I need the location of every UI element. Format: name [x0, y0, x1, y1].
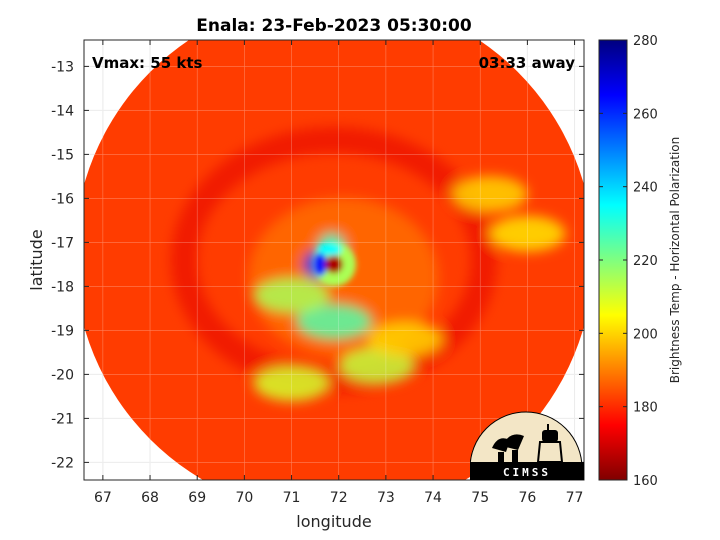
colorbar [598, 39, 628, 481]
colorbar-ticks: 160 180 200 220 240 260 280 [599, 34, 658, 489]
y-tick-label: -21 [51, 411, 74, 427]
y-tick-label: -15 [51, 147, 74, 163]
y-tick-label: -17 [51, 235, 74, 251]
eye [325, 255, 343, 274]
time-away-annotation: 03:33 away [479, 54, 576, 72]
y-tick-label: -18 [51, 279, 74, 295]
colorbar-tick-label: 220 [633, 254, 658, 269]
x-tick-label: 72 [330, 490, 348, 506]
eyewall-red-arc [313, 252, 327, 277]
feature-southwest-cell [253, 365, 330, 402]
y-tick-label: -14 [51, 103, 74, 119]
cimss-logo: CIMSS [470, 411, 584, 480]
feature-inner-band-south [296, 303, 372, 340]
x-tick-label: 70 [235, 490, 253, 506]
vmax-annotation: Vmax: 55 kts [92, 54, 202, 72]
x-tick-label: 68 [141, 490, 159, 506]
feature-northeast-cell [451, 176, 528, 212]
x-axis-label: longitude [296, 512, 371, 531]
feature-northeast-cell-2 [489, 215, 566, 252]
feature-east-cell [366, 321, 443, 358]
x-tick-label: 69 [188, 490, 206, 506]
logo-text: CIMSS [503, 466, 551, 479]
x-axis-ticks: 67 68 69 70 71 72 73 74 75 76 77 [94, 40, 584, 506]
colorbar-tick-label: 280 [633, 34, 658, 49]
y-tick-label: -19 [51, 323, 74, 339]
x-tick-label: 77 [566, 490, 584, 506]
x-tick-label: 76 [518, 490, 536, 506]
x-tick-label: 75 [471, 490, 489, 506]
y-tick-label: -20 [51, 367, 74, 383]
colorbar-tick-label: 240 [633, 181, 658, 196]
x-tick-label: 74 [424, 490, 442, 506]
colorbar-label: Brightness Temp - Horizontal Polarizatio… [668, 137, 682, 384]
plot-frame [83, 39, 585, 481]
y-tick-label: -16 [51, 191, 74, 207]
colorbar-tick-label: 260 [633, 107, 658, 122]
x-tick-label: 67 [94, 490, 112, 506]
x-tick-label: 71 [283, 490, 301, 506]
colorbar-tick-label: 180 [633, 401, 658, 416]
y-axis-label: latitude [27, 229, 46, 290]
y-tick-label: -13 [51, 59, 74, 75]
y-tick-label: -22 [51, 455, 74, 471]
chart-title: Enala: 23-Feb-2023 05:30:00 [196, 16, 472, 36]
colorbar-tick-label: 160 [633, 474, 658, 489]
x-tick-label: 73 [377, 490, 395, 506]
eyewall-north-arc [318, 243, 342, 256]
feature-inner-band-west [253, 277, 330, 314]
outer-rainband [171, 127, 497, 393]
y-axis-ticks: -13 -14 -15 -16 -17 -18 -19 -20 -21 -22 [51, 59, 584, 471]
colorbar-tick-label: 200 [633, 327, 658, 342]
brightness-temp-swath [84, 40, 584, 480]
